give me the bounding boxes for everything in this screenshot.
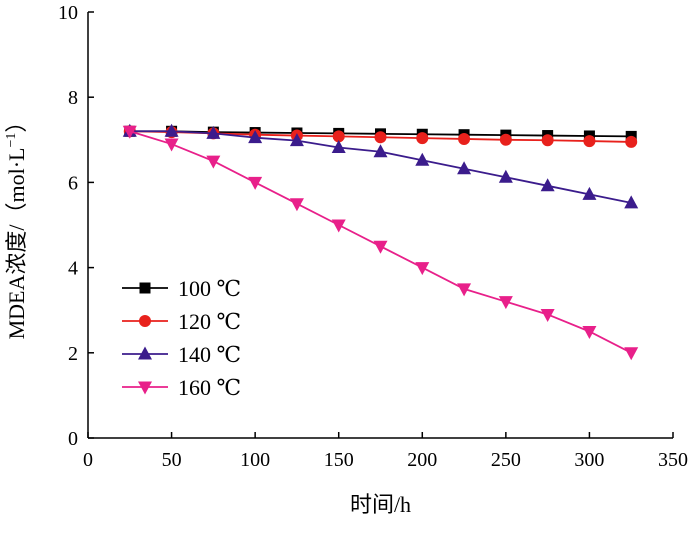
- data-point: [582, 186, 597, 200]
- series-4: [122, 125, 639, 361]
- data-point: [374, 131, 387, 144]
- legend-marker: [138, 381, 152, 395]
- y-tick-label: 10: [58, 2, 78, 24]
- data-point: [206, 155, 221, 169]
- data-point: [583, 135, 596, 148]
- data-point: [331, 139, 346, 153]
- x-tick-label: 0: [83, 449, 93, 471]
- data-point: [164, 123, 179, 137]
- data-point: [498, 169, 513, 183]
- x-tick-label: 100: [240, 449, 270, 471]
- legend-label: 160 ℃: [178, 375, 241, 400]
- data-point: [540, 308, 555, 322]
- x-tick-label: 350: [658, 449, 688, 471]
- data-point: [289, 198, 304, 212]
- legend-item: 120 ℃: [122, 309, 241, 334]
- data-point: [332, 130, 345, 143]
- axes: 0 50 100 150 200 250 300 350 0 2 4 6 8 10: [58, 2, 688, 471]
- series-layer: [122, 123, 639, 361]
- legend-marker: [139, 315, 151, 327]
- data-point: [248, 176, 263, 190]
- y-tick-label: 6: [68, 172, 78, 194]
- y-axis-title-main: MDEA浓度/（mol·L: [4, 148, 29, 340]
- y-tick-label: 2: [68, 343, 78, 365]
- data-point: [499, 133, 512, 146]
- x-tick-label: 150: [324, 449, 354, 471]
- data-point: [624, 195, 639, 209]
- data-point: [625, 135, 638, 148]
- data-point: [416, 132, 429, 145]
- data-point: [331, 219, 346, 233]
- legend-label: 100 ℃: [178, 276, 241, 301]
- legend-label: 120 ℃: [178, 309, 241, 334]
- data-point: [498, 296, 513, 310]
- y-axis-title: MDEA浓度/（mol·L−1）: [4, 111, 29, 340]
- legend-item: 140 ℃: [122, 342, 241, 367]
- data-point: [248, 130, 263, 144]
- data-point: [206, 125, 221, 139]
- legend-item: 160 ℃: [122, 375, 241, 400]
- legend: 100 ℃ 120 ℃ 140 ℃ 160 ℃: [122, 276, 241, 400]
- x-axis-title: 时间/h: [350, 492, 411, 517]
- legend-item: 100 ℃: [122, 276, 241, 301]
- data-point: [457, 283, 472, 297]
- data-point: [624, 347, 639, 361]
- data-point: [415, 152, 430, 166]
- data-point: [122, 125, 137, 139]
- data-point: [457, 161, 472, 175]
- series-3: [122, 123, 639, 209]
- data-point: [164, 138, 179, 152]
- data-point: [541, 134, 554, 147]
- data-point: [540, 178, 555, 192]
- x-tick-label: 50: [162, 449, 182, 471]
- data-point: [373, 144, 388, 158]
- data-point: [458, 132, 471, 145]
- legend-marker: [138, 346, 152, 360]
- x-tick-label: 300: [574, 449, 604, 471]
- data-point: [582, 326, 597, 339]
- y-axis-title-suffix: ）: [4, 111, 29, 133]
- data-point: [415, 262, 430, 276]
- y-tick-label: 8: [68, 87, 78, 109]
- y-tick-label: 0: [68, 428, 78, 450]
- x-tick-label: 200: [407, 449, 437, 471]
- data-point: [289, 133, 304, 147]
- data-point: [373, 240, 388, 254]
- y-tick-label: 4: [68, 258, 78, 280]
- x-tick-label: 250: [491, 449, 521, 471]
- legend-label: 140 ℃: [178, 342, 241, 367]
- y-axis-title-superscript: −1: [4, 133, 19, 148]
- legend-marker: [139, 282, 151, 294]
